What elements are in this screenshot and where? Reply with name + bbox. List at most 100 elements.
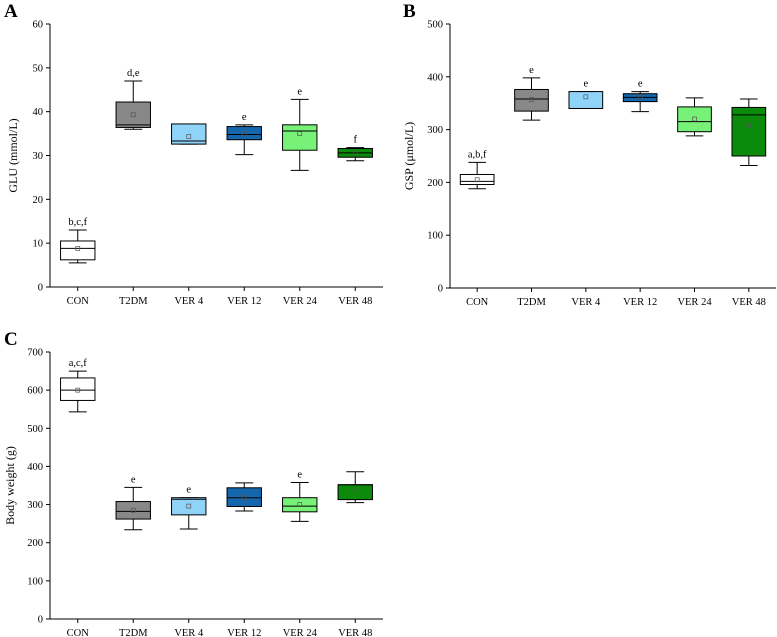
y-tick-label: 0	[438, 284, 443, 295]
mean-marker	[75, 246, 81, 251]
mean-marker	[746, 123, 752, 128]
y-tick-label: 200	[27, 538, 43, 549]
x-tick-label: VER 4	[174, 296, 204, 307]
box-plot-ver24: e	[282, 86, 318, 171]
significance-label: d,e	[127, 68, 140, 79]
panel-a-glucose-chart: A 0 10 20 30 40 50 60 GLU (mmol/L) CON b,c,f T2DM d,…	[4, 1, 383, 307]
y-axis-title: Body weight (g)	[3, 446, 17, 525]
y-tick-label: 600	[27, 386, 43, 397]
box-iqr	[677, 106, 712, 133]
mean-marker	[186, 503, 192, 509]
box-iqr	[171, 123, 207, 145]
significance-label: f	[354, 135, 358, 146]
y-tick-label: 0	[38, 283, 43, 294]
y-tick-label: 30	[33, 151, 44, 162]
box-iqr	[459, 173, 495, 186]
y-tick-label: 100	[27, 576, 43, 587]
box-iqr	[514, 88, 549, 112]
y-axis-title: GSP (μmol/L)	[402, 122, 416, 190]
panel-letter: C	[4, 329, 18, 350]
box-plot-ver4	[171, 123, 207, 145]
box-plot-ver24: e	[282, 469, 318, 522]
box-plot-ver48: f	[337, 135, 373, 162]
panel-letter: A	[4, 1, 18, 22]
mean-marker	[474, 177, 480, 183]
x-tick-label: VER 12	[227, 296, 261, 307]
y-tick-label: 60	[33, 20, 44, 31]
box-iqr	[115, 101, 151, 128]
y-tick-label: 500	[427, 20, 443, 31]
y-tick-label: 400	[427, 72, 443, 83]
y-tick-label: 200	[427, 178, 443, 189]
significance-label: b,c,f	[68, 217, 87, 228]
x-tick-label: VER 24	[677, 297, 712, 308]
box-plot-ver12: e	[226, 112, 262, 156]
x-tick-label: CON	[466, 297, 489, 308]
box-iqr	[226, 487, 262, 507]
mean-marker	[75, 387, 81, 393]
mean-marker	[637, 95, 643, 100]
box-iqr	[60, 377, 96, 401]
significance-label: e	[297, 469, 302, 480]
significance-label: a,b,f	[468, 149, 487, 160]
box-plot-ver48	[731, 98, 767, 167]
mean-marker	[130, 507, 136, 513]
x-tick-label: VER 4	[571, 297, 601, 308]
x-tick-label: VER 24	[283, 296, 318, 307]
y-tick-label: 400	[27, 462, 43, 473]
x-tick-label: CON	[67, 296, 90, 307]
mean-marker	[130, 112, 136, 118]
x-tick-label: T2DM	[517, 297, 546, 308]
mean-marker	[583, 94, 589, 100]
x-tick-label: T2DM	[119, 296, 148, 307]
box-plot-ver48	[337, 471, 373, 504]
mean-marker	[692, 116, 697, 122]
box-plot-ver4: e	[171, 485, 207, 530]
box-iqr	[568, 91, 604, 109]
box-plot-con: b,c,f	[60, 217, 96, 264]
mean-marker	[352, 150, 358, 156]
y-tick-label: 700	[27, 348, 43, 359]
x-tick-label: VER 48	[338, 628, 372, 637]
y-tick-label: 50	[33, 63, 44, 74]
box-iqr	[282, 497, 318, 513]
mean-marker	[241, 495, 247, 501]
y-tick-label: 0	[38, 615, 43, 626]
mean-marker	[352, 487, 358, 493]
panel-c-body-weight-chart: C 0 100 200 300 400 500 600 700 Body weight (g) CO…	[3, 329, 383, 637]
significance-label: e	[583, 79, 588, 90]
box-plot-t2dm: e	[514, 65, 549, 121]
significance-label: e	[242, 112, 247, 123]
box-iqr	[115, 501, 151, 520]
x-tick-label: VER 12	[227, 628, 261, 637]
mean-marker	[241, 131, 247, 137]
box-plot-t2dm: d,e	[115, 68, 151, 130]
y-tick-label: 500	[27, 424, 43, 435]
y-axis-title: GLU (mmol/L)	[6, 118, 20, 192]
box-plot-ver4: e	[568, 79, 604, 109]
box-plot-ver12	[226, 482, 262, 512]
significance-label: e	[529, 65, 534, 76]
significance-label: e	[186, 485, 191, 496]
panel-letter: B	[403, 1, 416, 22]
y-tick-label: 300	[27, 500, 43, 511]
box-plot-ver24	[677, 97, 712, 137]
x-tick-label: VER 48	[338, 296, 372, 307]
y-tick-label: 300	[427, 125, 443, 136]
box-iqr	[171, 497, 207, 516]
box-plot-con: a,c,f	[60, 358, 96, 413]
panel-b-gsp-chart: B 0 100 200 300 400 500 GSP (μmol/L) CON a,b,f T2D…	[402, 1, 776, 308]
mean-marker	[529, 97, 534, 102]
x-tick-label: VER 12	[623, 297, 657, 308]
x-tick-label: CON	[67, 628, 90, 637]
significance-label: a,c,f	[69, 358, 88, 369]
y-tick-label: 40	[33, 107, 44, 118]
y-tick-label: 100	[427, 231, 443, 242]
box-iqr	[226, 126, 262, 141]
box-plot-con: a,b,f	[459, 149, 495, 190]
significance-label: e	[131, 474, 136, 485]
x-tick-label: VER 48	[732, 297, 766, 308]
box-iqr	[282, 124, 318, 151]
mean-marker	[297, 131, 303, 136]
